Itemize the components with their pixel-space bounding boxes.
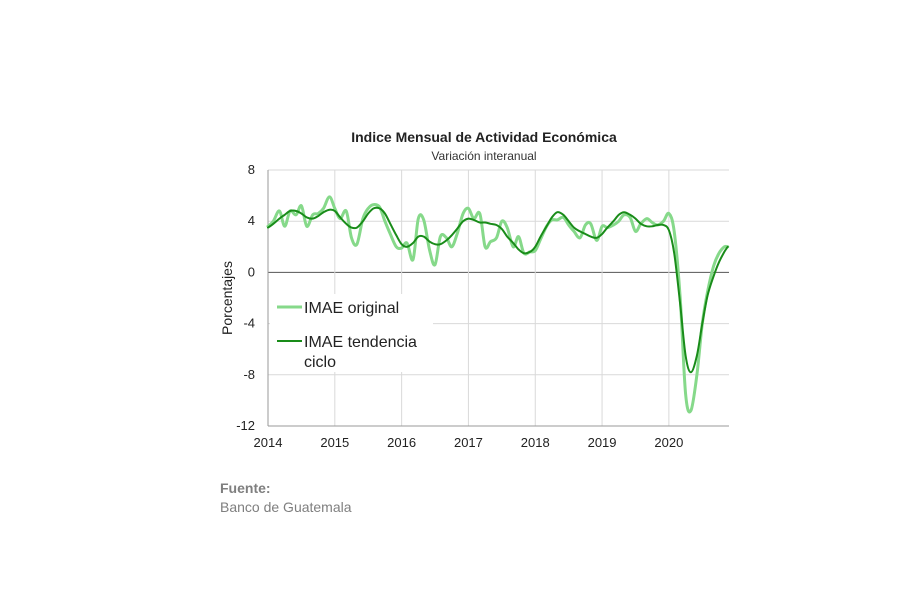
x-tick-label: 2018 — [521, 435, 550, 450]
y-tick-label: -12 — [236, 418, 255, 433]
y-tick-label: 8 — [248, 162, 255, 177]
legend-label-original: IMAE original — [304, 300, 399, 317]
chart-subtitle: Variación interanual — [431, 149, 536, 163]
y-tick-label: 4 — [248, 213, 255, 228]
x-tick-label: 2015 — [320, 435, 349, 450]
x-tick-label: 2019 — [588, 435, 617, 450]
y-tick-label: -4 — [243, 316, 255, 331]
chart-title: Indice Mensual de Actividad Económica — [351, 129, 617, 145]
legend-label-tendencia: IMAE tendencia ciclo — [304, 334, 417, 371]
x-tick-label: 2014 — [254, 435, 283, 450]
series-lines — [266, 195, 730, 414]
y-tick-label: -8 — [243, 367, 255, 382]
x-tick-label: 2017 — [454, 435, 483, 450]
source-text: Banco de Guatemala — [220, 499, 352, 515]
series-line-original — [266, 195, 730, 414]
series-line-tendencia — [267, 206, 729, 374]
y-axis-label: Porcentajes — [219, 261, 235, 335]
source-label: Fuente: — [220, 480, 271, 496]
legend: IMAE original IMAE tendencia ciclo — [270, 294, 433, 372]
x-tick-label: 2020 — [654, 435, 683, 450]
x-tick-label: 2016 — [387, 435, 416, 450]
axes: 8 4 0 -4 -8 -12 2014 2015 2016 2017 2018 2019 2020 — [236, 162, 729, 450]
y-tick-label: 0 — [248, 264, 255, 279]
source-note: Fuente: Banco de Guatemala — [220, 479, 352, 517]
